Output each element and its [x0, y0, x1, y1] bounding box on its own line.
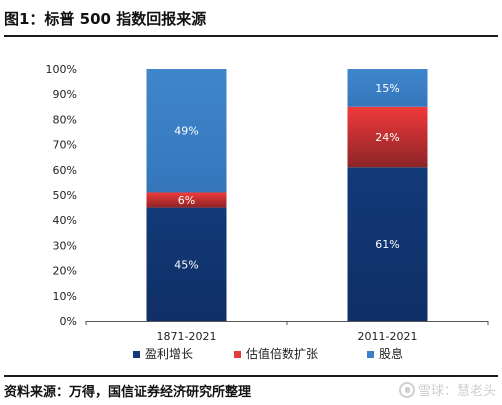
snowball-logo-icon: [398, 381, 415, 398]
source-rule: [4, 375, 498, 377]
data-label: 61%: [375, 238, 399, 251]
legend-swatch: [367, 351, 374, 358]
bar-segment: [146, 69, 227, 193]
bars-layer: 45% 6% 49% 61% 24% 15%: [146, 69, 428, 321]
data-label: 24%: [375, 131, 399, 144]
bar-segment: [146, 207, 227, 321]
data-label: 15%: [375, 82, 399, 95]
chart-title: 图1：标普 500 指数回报来源: [4, 10, 207, 28]
x-tick-label: 2011-2021: [358, 330, 418, 343]
y-tick-label: 90%: [53, 88, 77, 101]
bar-segment: [146, 192, 227, 208]
y-tick-label: 80%: [53, 113, 77, 126]
y-tick-label: 60%: [53, 164, 77, 177]
y-tick-label: 70%: [53, 139, 77, 152]
data-label: 49%: [174, 125, 198, 138]
legend-label: 盈利增长: [145, 347, 193, 361]
legend-label: 股息: [379, 346, 403, 361]
bar-segment: [347, 106, 428, 168]
legend-swatch: [234, 351, 241, 358]
axis-layer: 0% 10% 20% 30% 40% 50% 60% 70% 80% 90% 100% 1871-20…: [46, 63, 489, 343]
watermark: 雪球：慧老头: [398, 380, 496, 399]
y-tick-label: 10%: [53, 290, 77, 303]
data-label: 45%: [174, 258, 198, 271]
y-tick-label: 20%: [53, 265, 77, 278]
title-rule: [4, 35, 498, 37]
y-tick-label: 0%: [60, 315, 77, 328]
y-tick-label: 30%: [53, 239, 77, 252]
x-tick-label: 1871-2021: [157, 330, 217, 343]
legend: 盈利增长 估值倍数扩张 股息: [133, 346, 403, 361]
bar-segment: [347, 167, 428, 321]
data-label: 6%: [178, 194, 195, 207]
watermark-text: 雪球：慧老头: [417, 384, 496, 399]
y-tick-label: 50%: [53, 189, 77, 202]
y-tick-label: 100%: [46, 63, 77, 76]
source-note: 资料来源：万得，国信证券经济研究所整理: [4, 385, 252, 400]
legend-label: 估值倍数扩张: [246, 346, 318, 361]
legend-swatch: [133, 351, 140, 358]
y-tick-label: 40%: [53, 214, 77, 227]
bar-segment: [347, 69, 428, 107]
